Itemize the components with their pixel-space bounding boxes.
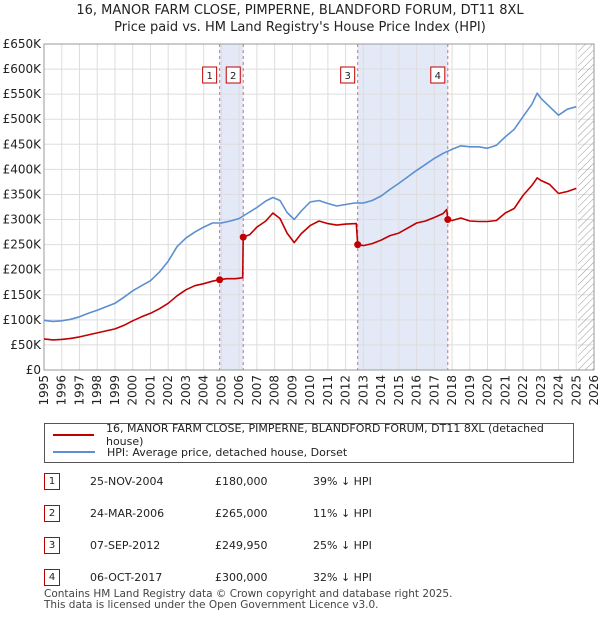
y-tick-label: £100K — [3, 313, 43, 327]
x-tick-label: 2009 — [285, 375, 299, 406]
sale-price: £180,000 — [215, 475, 268, 488]
footer-line-2: This data is licensed under the Open Gov… — [44, 599, 379, 611]
x-tick-label: 2005 — [214, 375, 228, 406]
y-tick-label: £300K — [3, 213, 43, 227]
x-tick-label: 2012 — [339, 375, 353, 406]
sale-hpi-diff: 39% ↓ HPI — [313, 475, 372, 488]
x-tick-label: 2011 — [321, 375, 335, 406]
sale-date: 24-MAR-2006 — [90, 507, 165, 520]
x-tick-label: 2004 — [197, 375, 211, 406]
sale-label-box-2 — [225, 66, 241, 84]
legend-item-property: 16, MANOR FARM CLOSE, PIMPERNE, BLANDFOR… — [53, 422, 573, 448]
sale-date: 06-OCT-2017 — [90, 571, 163, 584]
forecast-hatch — [578, 44, 594, 370]
x-tick-label: 2023 — [534, 375, 548, 406]
footer-line-1: Contains HM Land Registry data © Crown c… — [44, 588, 453, 600]
sale-label-1: 1 — [206, 71, 212, 82]
footer: Contains HM Land Registry data © Crown c… — [44, 589, 452, 611]
x-tick-label: 2024 — [552, 375, 566, 406]
x-tick-label: 2019 — [463, 375, 477, 406]
x-tick-label: 2018 — [445, 375, 459, 406]
x-tick-label: 2001 — [143, 375, 157, 406]
y-tick-label: £600K — [3, 62, 43, 76]
shaded-range-2 — [357, 44, 448, 370]
x-tick-label: 2015 — [392, 375, 406, 406]
legend-item-hpi: HPI: Average price, detached house, Dors… — [53, 444, 347, 460]
sale-date: 07-SEP-2012 — [90, 539, 161, 552]
y-tick-label: £500K — [3, 112, 43, 126]
table-row: 1 25-NOV-2004 £180,000 39% ↓ HPI — [0, 473, 600, 493]
y-tick-label: £250K — [3, 238, 43, 252]
sale-label-3: 3 — [344, 71, 350, 82]
sale-label-box-3 — [340, 66, 356, 84]
sale-point-1 — [216, 276, 224, 284]
x-tick-label: 1998 — [90, 375, 104, 406]
x-tick-label: 1995 — [37, 375, 51, 406]
sale-number-badge: 1 — [44, 473, 60, 490]
y-tick-label: £0 — [26, 363, 41, 377]
x-tick-label: 2002 — [161, 375, 175, 406]
sale-price: £265,000 — [215, 507, 268, 520]
sale-label-box-4 — [430, 66, 446, 84]
table-row: 4 06-OCT-2017 £300,000 32% ↓ HPI — [0, 569, 600, 589]
price-chart: £0 £50K £100K £150K £200K £250K £300K £350K £400… — [3, 37, 600, 406]
table-row: 2 24-MAR-2006 £265,000 11% ↓ HPI — [0, 505, 600, 525]
sale-date: 25-NOV-2004 — [90, 475, 164, 488]
sale-price: £300,000 — [215, 571, 268, 584]
sale-hpi-diff: 32% ↓ HPI — [313, 571, 372, 584]
series-line-property — [43, 177, 577, 341]
legend-label-property: 16, MANOR FARM CLOSE, PIMPERNE, BLANDFOR… — [105, 422, 544, 448]
x-tick-label: 2017 — [427, 375, 441, 406]
x-tick-label: 2016 — [410, 375, 424, 406]
x-tick-label: 2020 — [481, 375, 495, 406]
legend-line-hpi — [53, 451, 95, 453]
x-tick-label: 2006 — [232, 375, 246, 406]
x-tick-label: 1996 — [55, 375, 69, 406]
y-tick-label: £150K — [3, 288, 43, 302]
table-row: 3 07-SEP-2012 £249,950 25% ↓ HPI — [0, 537, 600, 557]
sale-number-badge: 2 — [44, 505, 60, 522]
legend-label-hpi: HPI: Average price, detached house, Dors… — [107, 445, 348, 459]
x-tick-label: 2026 — [587, 375, 600, 406]
y-tick-label: £400K — [3, 162, 43, 176]
x-tick-label: 2010 — [303, 375, 317, 406]
x-tick-label: 1999 — [108, 375, 122, 406]
sale-hpi-diff: 25% ↓ HPI — [313, 539, 372, 552]
legend-line-property — [53, 434, 94, 436]
sale-label-2: 2 — [230, 71, 236, 82]
sale-label-4: 4 — [435, 71, 441, 82]
y-tick-label: £450K — [3, 137, 43, 151]
x-tick-label: 2025 — [569, 375, 583, 406]
x-tick-label: 1997 — [72, 375, 86, 406]
chart-title-line1: 16, MANOR FARM CLOSE, PIMPERNE, BLANDFOR… — [76, 3, 524, 18]
x-tick-label: 2000 — [126, 375, 140, 406]
sale-point-3 — [354, 241, 362, 249]
x-tick-label: 2021 — [498, 375, 512, 406]
shaded-range-1 — [219, 44, 244, 370]
sale-label-box-1 — [202, 66, 218, 84]
x-tick-label: 2022 — [516, 375, 530, 406]
sale-price: £249,950 — [215, 539, 268, 552]
y-tick-label: £650K — [3, 37, 43, 51]
sale-hpi-diff: 11% ↓ HPI — [313, 507, 372, 520]
y-tick-label: £350K — [3, 187, 43, 201]
legend: 16, MANOR FARM CLOSE, PIMPERNE, BLANDFOR… — [44, 422, 574, 463]
x-tick-label: 2003 — [179, 375, 193, 406]
sale-number-badge: 4 — [44, 569, 60, 586]
y-tick-label: £200K — [3, 263, 43, 277]
series-line-hpi — [43, 92, 577, 323]
plot-frame — [43, 43, 595, 371]
sale-number-badge: 3 — [44, 537, 60, 554]
chart-title-line2: Price paid vs. HM Land Registry's House … — [114, 20, 486, 35]
sale-point-4 — [444, 216, 452, 224]
sale-point-2 — [239, 233, 247, 241]
x-tick-label: 2007 — [250, 375, 264, 406]
y-tick-label: £550K — [3, 87, 43, 101]
x-tick-label: 2008 — [268, 375, 282, 406]
y-tick-label: £50K — [10, 338, 42, 352]
x-tick-label: 2013 — [356, 375, 370, 406]
x-tick-label: 2014 — [374, 375, 388, 406]
